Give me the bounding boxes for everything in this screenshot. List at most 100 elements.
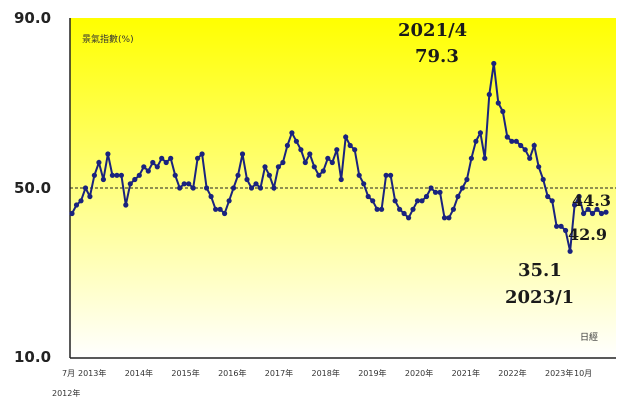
data-point [100,176,106,183]
x-tick-label: 2023年 [545,368,573,378]
data-point [365,193,371,200]
x-tick-label: 2019年 [358,368,386,378]
data-point [459,185,465,191]
data-point [136,172,142,178]
data-point [513,138,519,144]
x-tick-label: 2020年 [405,368,433,378]
data-point [419,198,425,204]
annotation-peak-value: 79.3 [415,46,459,67]
data-point [527,155,533,161]
data-point [190,185,196,191]
data-point [603,209,609,215]
data-point [329,159,335,166]
data-point [352,147,358,153]
data-point [73,202,80,208]
data-point [235,172,241,178]
data-point [536,164,542,170]
data-point [195,155,201,161]
data-point [320,168,326,174]
data-point [141,164,147,170]
data-point [145,168,151,174]
data-point [347,142,353,149]
data-point [334,147,340,153]
data-point [118,172,124,178]
data-point [293,138,299,144]
data-point [392,198,398,204]
data-point [302,159,308,166]
data-point [549,198,555,204]
data-point [230,185,237,191]
annotation-second-last-value: 42.9 [568,225,607,244]
data-point [545,193,551,200]
data-point [244,176,250,183]
annotation-last-value: 44.3 [572,191,611,210]
data-point [275,164,281,170]
data-point [585,206,591,212]
data-point [450,206,456,212]
data-point [428,185,434,191]
data-point [446,215,452,221]
data-point [298,147,304,153]
data-point [127,181,133,187]
data-point [477,130,483,136]
data-point [486,91,492,98]
data-point [509,138,515,144]
data-point [567,248,573,254]
data-point [554,223,560,229]
data-point [491,60,497,67]
data-point [154,164,160,170]
data-point [581,210,587,217]
data-point [87,193,93,200]
data-point [307,151,313,157]
data-point [406,215,412,221]
data-point [473,138,479,144]
data-point [132,176,138,183]
data-point [522,147,528,153]
x-tick-label: 7月 [62,369,75,378]
x-tick-label: 2016年 [218,368,246,378]
data-point [289,130,295,136]
data-point [186,181,192,187]
data-point [213,206,219,212]
data-point [495,100,501,106]
data-point [96,159,102,166]
data-point [69,210,75,217]
data-point [374,206,380,212]
data-point [168,155,174,161]
data-point [540,176,546,183]
data-point [217,206,223,212]
x-tick-label: 2022年 [498,368,526,378]
data-point [284,142,290,149]
data-point [316,172,322,178]
data-point [253,181,259,187]
data-point [464,176,470,183]
data-point [576,193,582,200]
data-point [181,181,187,187]
data-point [91,172,97,178]
x-tick-label: 2021年 [452,368,480,378]
data-point [248,185,255,191]
x-tick-label: 2013年 [78,368,106,378]
data-point [563,227,569,234]
data-point [150,159,156,166]
data-point [239,151,246,157]
data-point [397,206,403,212]
data-point [343,134,349,140]
data-point [414,198,421,204]
annotation-peak-date: 2021/4 [398,20,467,41]
data-point [432,189,439,195]
data-point [594,206,600,212]
data-point [163,159,169,166]
data-point [262,164,268,170]
data-point [410,206,416,212]
data-point [199,151,205,157]
data-point [504,134,510,140]
data-point [379,206,385,212]
x-tick-label: 2014年 [125,368,153,378]
data-point [311,164,317,170]
annotation-trough-value: 35.1 [518,260,562,281]
data-point [114,172,120,178]
data-point [123,202,129,208]
x-tick-label: 2017年 [265,368,293,378]
